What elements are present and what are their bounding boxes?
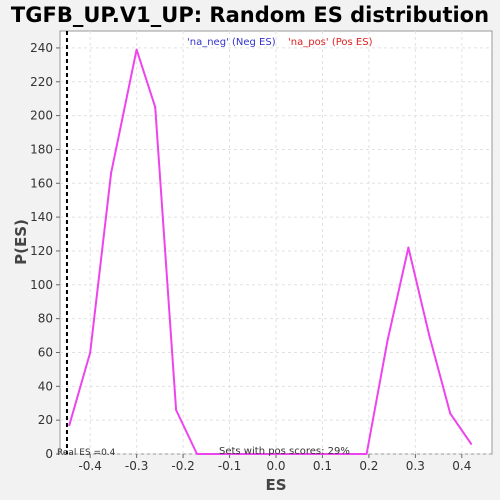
y-axis-title: P(ES) bbox=[12, 219, 30, 265]
y-tick-label: 140 bbox=[30, 210, 53, 224]
data-point bbox=[407, 246, 410, 249]
y-tick-label: 0 bbox=[45, 447, 53, 461]
y-tick-label: 160 bbox=[30, 176, 53, 190]
x-tick-label: 0.4 bbox=[452, 459, 471, 473]
data-point bbox=[365, 453, 368, 455]
x-tick-label: -0.1 bbox=[218, 459, 241, 473]
x-tick-label: 0.0 bbox=[266, 459, 285, 473]
x-tick-label: -0.4 bbox=[78, 459, 101, 473]
x-axis-title: ES bbox=[265, 476, 286, 494]
data-point bbox=[135, 48, 138, 51]
y-tick-label: 240 bbox=[30, 41, 53, 55]
x-tick-label: -0.3 bbox=[125, 459, 148, 473]
data-point bbox=[89, 351, 92, 354]
legend-neg: 'na_neg' (Neg ES) bbox=[187, 37, 276, 48]
data-point bbox=[196, 453, 199, 455]
data-point bbox=[110, 172, 113, 175]
x-tick-label: 0.1 bbox=[313, 459, 332, 473]
x-tick-label: -0.2 bbox=[171, 459, 194, 473]
data-point bbox=[386, 339, 389, 342]
data-point bbox=[470, 442, 473, 445]
data-point bbox=[175, 409, 178, 412]
data-point bbox=[428, 334, 431, 337]
y-tick-label: 180 bbox=[30, 142, 53, 156]
y-tick-label: 40 bbox=[38, 379, 53, 393]
legend-pos: 'na_pos' (Pos ES) bbox=[288, 37, 373, 48]
x-tick-label: 0.3 bbox=[406, 459, 425, 473]
series-group bbox=[68, 48, 473, 455]
y-tick-label: 120 bbox=[30, 244, 53, 258]
x-axis: -0.4 -0.3 -0.2 -0.1 0.0 0.1 0.2 0.3 0.4 bbox=[78, 454, 471, 473]
y-tick-label: 100 bbox=[30, 278, 53, 292]
x-tick-label: 0.2 bbox=[359, 459, 378, 473]
y-axis: 0 20 40 60 80 100 120 140 160 180 200 220 240 bbox=[30, 41, 60, 461]
data-point bbox=[449, 412, 452, 415]
y-tick-label: 220 bbox=[30, 75, 53, 89]
y-tick-label: 20 bbox=[38, 413, 53, 427]
chart-title: TGFB_UP.V1_UP: Random ES distribution bbox=[11, 3, 489, 27]
grid bbox=[60, 31, 492, 455]
y-tick-label: 60 bbox=[38, 345, 53, 359]
data-point bbox=[68, 424, 71, 427]
pos-scores-annotation: Sets with pos scores: 29% bbox=[219, 446, 350, 457]
y-tick-label: 80 bbox=[38, 312, 53, 326]
real-es-label: Real ES =0.4 bbox=[57, 448, 116, 458]
y-tick-label: 200 bbox=[30, 109, 53, 123]
data-point bbox=[154, 106, 157, 109]
